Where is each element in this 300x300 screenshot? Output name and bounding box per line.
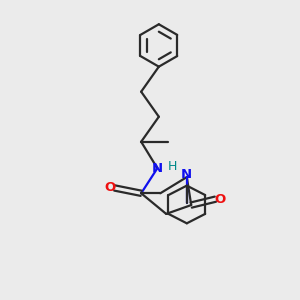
Text: O: O [215, 193, 226, 206]
Text: H: H [168, 160, 177, 173]
Text: O: O [104, 182, 115, 194]
Text: N: N [181, 168, 192, 181]
Text: N: N [152, 162, 163, 175]
